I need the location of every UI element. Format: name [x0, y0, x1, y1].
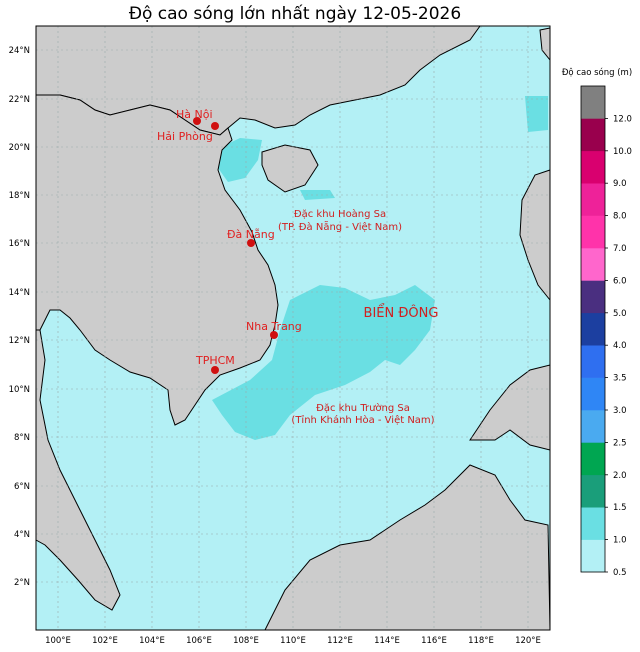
colorbar-label: 1.0	[613, 536, 627, 546]
colorbar-segment	[581, 248, 605, 281]
lat-label: 14°N	[9, 288, 30, 298]
wave-high-zones	[212, 96, 548, 440]
hoang-sa-sublabel: (TP. Đà Nẵng - Việt Nam)	[278, 220, 402, 233]
lat-label: 8°N	[14, 433, 30, 443]
lon-label: 116°E	[421, 636, 447, 646]
colorbar-segment	[581, 377, 605, 411]
lon-label: 104°E	[139, 636, 165, 646]
colorbar-segment	[581, 118, 605, 152]
colorbar-label: 5.0	[613, 309, 627, 319]
city-marker-da-nang	[247, 239, 255, 247]
lon-label: 120°E	[515, 636, 541, 646]
colorbar-label: 0.5	[613, 568, 627, 578]
lat-label: 4°N	[14, 530, 30, 540]
truong-sa-label: Đặc khu Trường Sa	[316, 402, 410, 414]
lon-label: 118°E	[468, 636, 494, 646]
city-label-da-nang: Đà Nẵng	[227, 228, 275, 241]
city-label-ha-noi: Hà Nội	[176, 108, 213, 121]
longitude-labels: 100°E 102°E 104°E 106°E 108°E 110°E 112°…	[45, 636, 541, 646]
hoang-sa-label: Đặc khu Hoàng Sa	[294, 208, 386, 220]
city-marker-nha-trang	[270, 331, 278, 339]
colorbar-label: 10.0	[613, 147, 632, 157]
colorbar-label: 8.0	[613, 212, 627, 222]
colorbar-label: 1.5	[613, 503, 627, 513]
colorbar-segment	[581, 86, 605, 119]
colorbar-label: 3.0	[613, 406, 627, 416]
colorbar-label: 12.0	[613, 114, 632, 124]
latitude-labels: 2°N 4°N 6°N 8°N 10°N 12°N 14°N 16°N 18°N…	[9, 46, 30, 588]
colorbar-title: Độ cao sóng (m)	[561, 68, 633, 78]
colorbar-segment	[581, 507, 605, 540]
lon-label: 108°E	[233, 636, 259, 646]
lat-label: 22°N	[9, 95, 30, 105]
city-label-hai-phong: Hải Phòng	[157, 130, 213, 143]
lat-label: 6°N	[14, 482, 30, 492]
lon-label: 114°E	[374, 636, 400, 646]
colorbar-segment	[581, 215, 605, 249]
colorbar-label: 2.5	[613, 438, 627, 448]
map-frame	[35, 25, 551, 631]
truong-sa-sublabel: (Tỉnh Khánh Hòa - Việt Nam)	[291, 414, 434, 426]
lat-label: 20°N	[9, 143, 30, 153]
lat-label: 2°N	[14, 578, 30, 588]
lon-label: 110°E	[280, 636, 306, 646]
lon-label: 102°E	[92, 636, 118, 646]
colorbar-label: 4.0	[613, 341, 627, 351]
map-title: Độ cao sóng lớn nhất ngày 12-05-2026	[128, 4, 462, 24]
colorbar-label: 2.0	[613, 471, 627, 481]
lat-label: 10°N	[9, 385, 30, 395]
lat-label: 24°N	[9, 46, 30, 56]
lon-label: 112°E	[327, 636, 353, 646]
colorbar-segment	[581, 345, 605, 378]
colorbar-segment	[581, 183, 605, 216]
colorbar: 0.5 1.0 1.5 2.0 2.5 3.0 3.5 4.0 5.0 6.0 7.0 8.0 9.0 1…	[580, 85, 632, 578]
colorbar-segment	[581, 442, 605, 476]
city-marker-hai-phong	[211, 122, 219, 130]
colorbar-segment	[581, 410, 605, 443]
colorbar-label: 7.0	[613, 244, 627, 254]
colorbar-label: 9.0	[613, 179, 627, 189]
colorbar-segment	[581, 539, 605, 573]
city-label-tphcm: TPHCM	[195, 354, 235, 367]
graticule	[36, 26, 550, 630]
lon-label: 106°E	[186, 636, 212, 646]
colorbar-frame	[580, 85, 606, 573]
lat-label: 18°N	[9, 191, 30, 201]
colorbar-segment	[581, 150, 605, 184]
colorbar-segment	[581, 280, 605, 314]
colorbar-segment	[581, 474, 605, 508]
lat-label: 12°N	[9, 336, 30, 346]
colorbar-label: 6.0	[613, 276, 627, 286]
colorbar-label: 3.5	[613, 374, 627, 384]
lat-label: 16°N	[9, 239, 30, 249]
bien-dong-label: BIỂN ĐÔNG	[364, 304, 439, 321]
city-markers	[193, 117, 278, 374]
city-marker-ha-noi	[193, 117, 201, 125]
city-marker-tphcm	[211, 366, 219, 374]
city-label-nha-trang: Nha Trang	[246, 320, 302, 333]
lon-label: 100°E	[45, 636, 71, 646]
colorbar-segment	[581, 312, 605, 346]
